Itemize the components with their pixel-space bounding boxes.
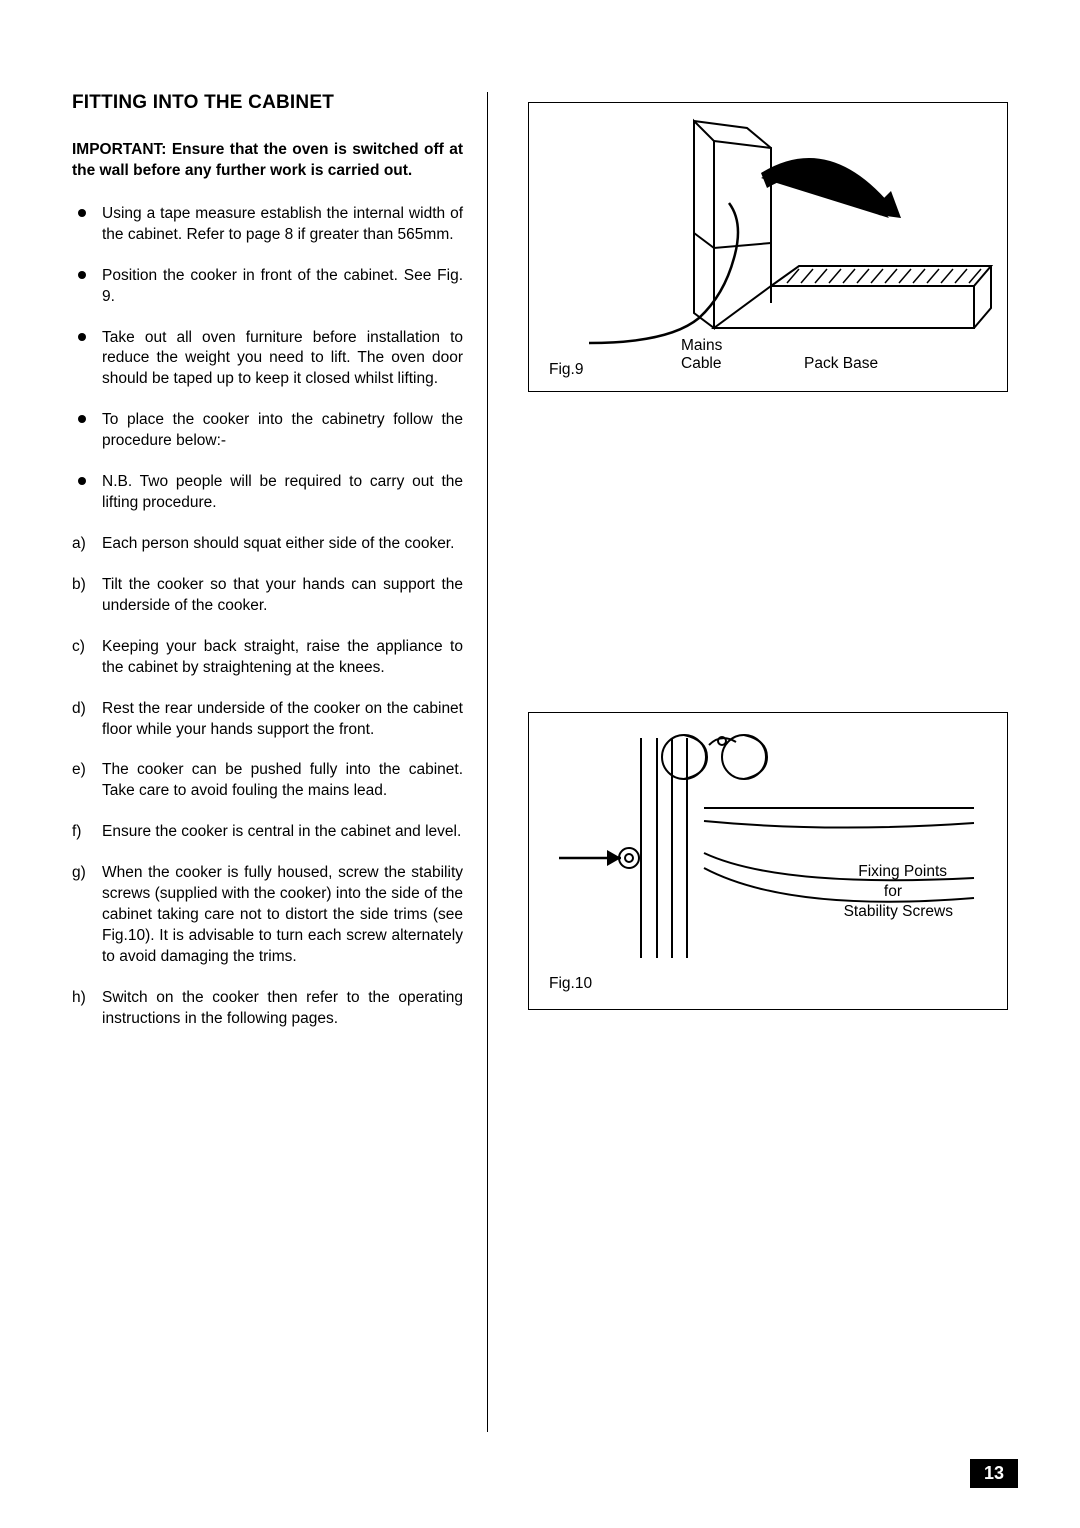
item-text: Keeping your back straight, raise the ap… — [102, 638, 463, 676]
list-item: N.B. Two people will be required to carr… — [72, 472, 463, 514]
item-marker: g) — [72, 863, 86, 884]
item-marker: b) — [72, 575, 86, 596]
item-text: The cooker can be pushed fully into the … — [102, 761, 463, 799]
right-column: Fig.9 Mains Cable Pack Base — [528, 92, 1008, 1432]
item-marker: f) — [72, 822, 81, 843]
list-item: e) The cooker can be pushed fully into th… — [72, 760, 463, 802]
list-item: Position the cooker in front of the cabi… — [72, 266, 463, 308]
figure-10: Fixing Points for Stability Screws Fig.1… — [528, 712, 1008, 1010]
cable-label: Cable — [681, 355, 722, 373]
list-item: d) Rest the rear underside of the cooker … — [72, 699, 463, 741]
item-marker: d) — [72, 699, 86, 720]
list-item: f) Ensure the cooker is central in the ca… — [72, 822, 463, 843]
list-item: c) Keeping your back straight, raise the … — [72, 637, 463, 679]
important-notice: IMPORTANT: Ensure that the oven is switc… — [72, 140, 463, 182]
section-heading: FITTING INTO THE CABINET — [72, 92, 463, 114]
stability-screws-diagram-icon — [529, 713, 1007, 1009]
item-marker: e) — [72, 760, 86, 781]
item-text: When the cooker is fully housed, screw t… — [102, 864, 463, 965]
item-text: Switch on the cooker then refer to the o… — [102, 989, 463, 1027]
list-item: h) Switch on the cooker then refer to the… — [72, 988, 463, 1030]
fixing-points-label-3: Stability Screws — [844, 903, 953, 921]
item-text: Rest the rear underside of the cooker on… — [102, 700, 463, 738]
lettered-list: a) Each person should squat either side o… — [72, 534, 463, 1030]
pack-base-label: Pack Base — [804, 355, 878, 373]
bullet-list: Using a tape measure establish the inter… — [72, 204, 463, 514]
list-item: Take out all oven furniture before insta… — [72, 328, 463, 391]
list-item: To place the cooker into the cabinetry f… — [72, 410, 463, 452]
cabinet-diagram-icon — [529, 103, 1007, 391]
item-marker: a) — [72, 534, 86, 555]
item-marker: h) — [72, 988, 86, 1009]
page-number: 13 — [970, 1459, 1018, 1488]
list-item: Using a tape measure establish the inter… — [72, 204, 463, 246]
figure-label: Fig.10 — [549, 975, 592, 993]
mains-label: Mains — [681, 337, 722, 355]
item-marker: c) — [72, 637, 85, 658]
item-text: Tilt the cooker so that your hands can s… — [102, 576, 463, 614]
figure-label: Fig.9 — [549, 361, 583, 379]
item-text: Each person should squat either side of … — [102, 535, 454, 552]
list-item: g) When the cooker is fully housed, screw… — [72, 863, 463, 968]
fixing-points-label-2: for — [884, 883, 902, 901]
left-column: FITTING INTO THE CABINET IMPORTANT: Ensu… — [72, 92, 488, 1432]
figure-9: Fig.9 Mains Cable Pack Base — [528, 102, 1008, 392]
list-item: b) Tilt the cooker so that your hands can… — [72, 575, 463, 617]
list-item: a) Each person should squat either side o… — [72, 534, 463, 555]
fixing-points-label-1: Fixing Points — [858, 863, 947, 881]
item-text: Ensure the cooker is central in the cabi… — [102, 823, 461, 840]
